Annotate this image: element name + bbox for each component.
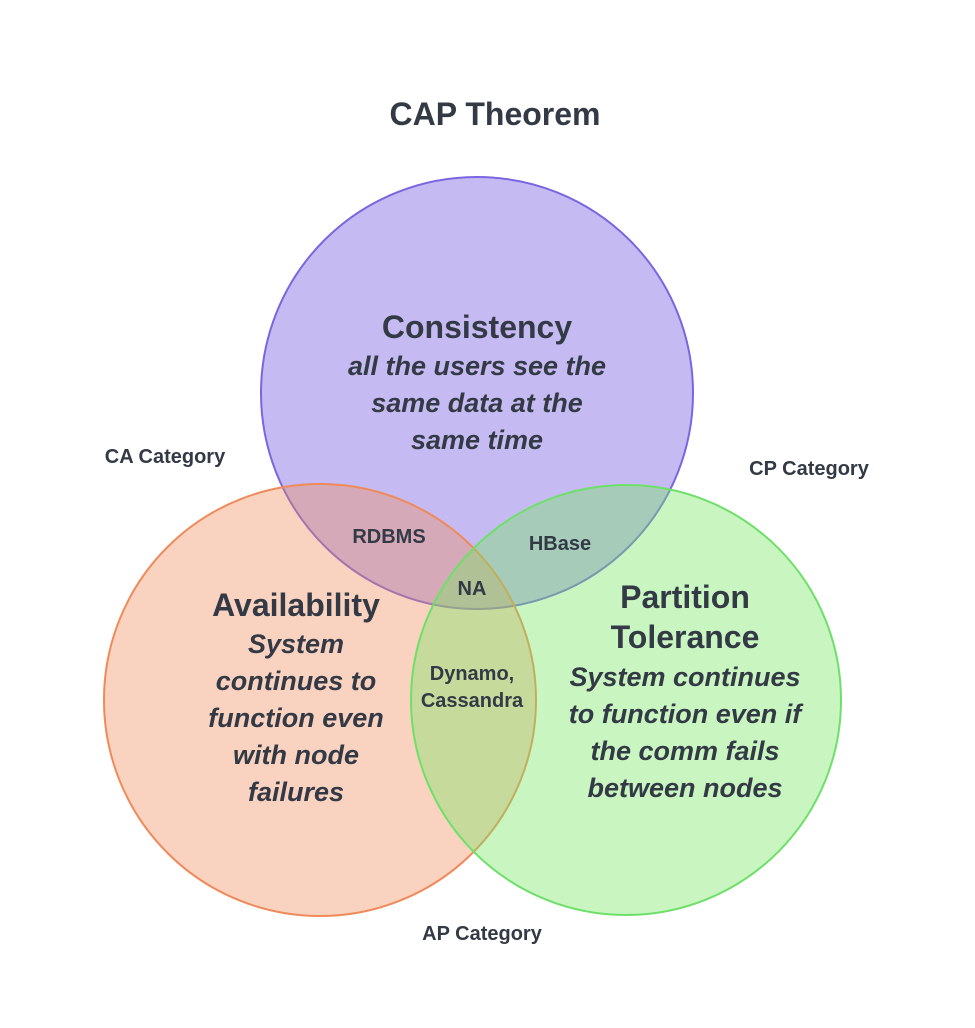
desc-line: System continues (569, 662, 801, 692)
ap-intersection-label: Dynamo, Cassandra (421, 661, 523, 715)
ap-category-label: AP Category (422, 923, 542, 945)
ap-line: Cassandra (420, 690, 524, 712)
desc-line: to function even if (568, 699, 802, 729)
heading-line: Partition (620, 579, 750, 615)
cp-intersection-label: HBase (528, 533, 592, 555)
consistency-heading: Consistency (381, 309, 573, 345)
desc-line: continues to (215, 666, 377, 696)
desc-line: System (247, 629, 345, 659)
desc-line: failures (247, 777, 345, 807)
availability-heading: Availability (212, 587, 380, 623)
consistency-description: all the users see the same data at the s… (348, 348, 606, 459)
desc-line: function even (208, 703, 384, 733)
ca-intersection-label: RDBMS (352, 526, 426, 548)
partition-tolerance-circle (410, 484, 842, 916)
desc-line: between nodes (587, 773, 783, 803)
ca-category-label: CA Category (104, 446, 226, 468)
heading-line: Tolerance (610, 619, 760, 655)
ap-line: Dynamo, (429, 663, 515, 685)
consistency-circle (260, 176, 694, 610)
partition-tolerance-description: System continues to function even if the… (569, 659, 802, 807)
availability-description: System continues to function even with n… (208, 626, 384, 811)
desc-line: same time (410, 425, 544, 455)
cap-intersection-label: NA (457, 578, 487, 600)
availability-circle (103, 483, 537, 917)
diagram-title: CAP Theorem (389, 96, 601, 132)
desc-line: the comm fails (590, 736, 780, 766)
desc-line: with node (233, 740, 359, 770)
cp-category-label: CP Category (749, 458, 869, 480)
desc-line: same data at the (371, 388, 583, 418)
partition-tolerance-heading: Partition Tolerance (611, 577, 760, 657)
desc-line: all the users see the (347, 351, 607, 381)
